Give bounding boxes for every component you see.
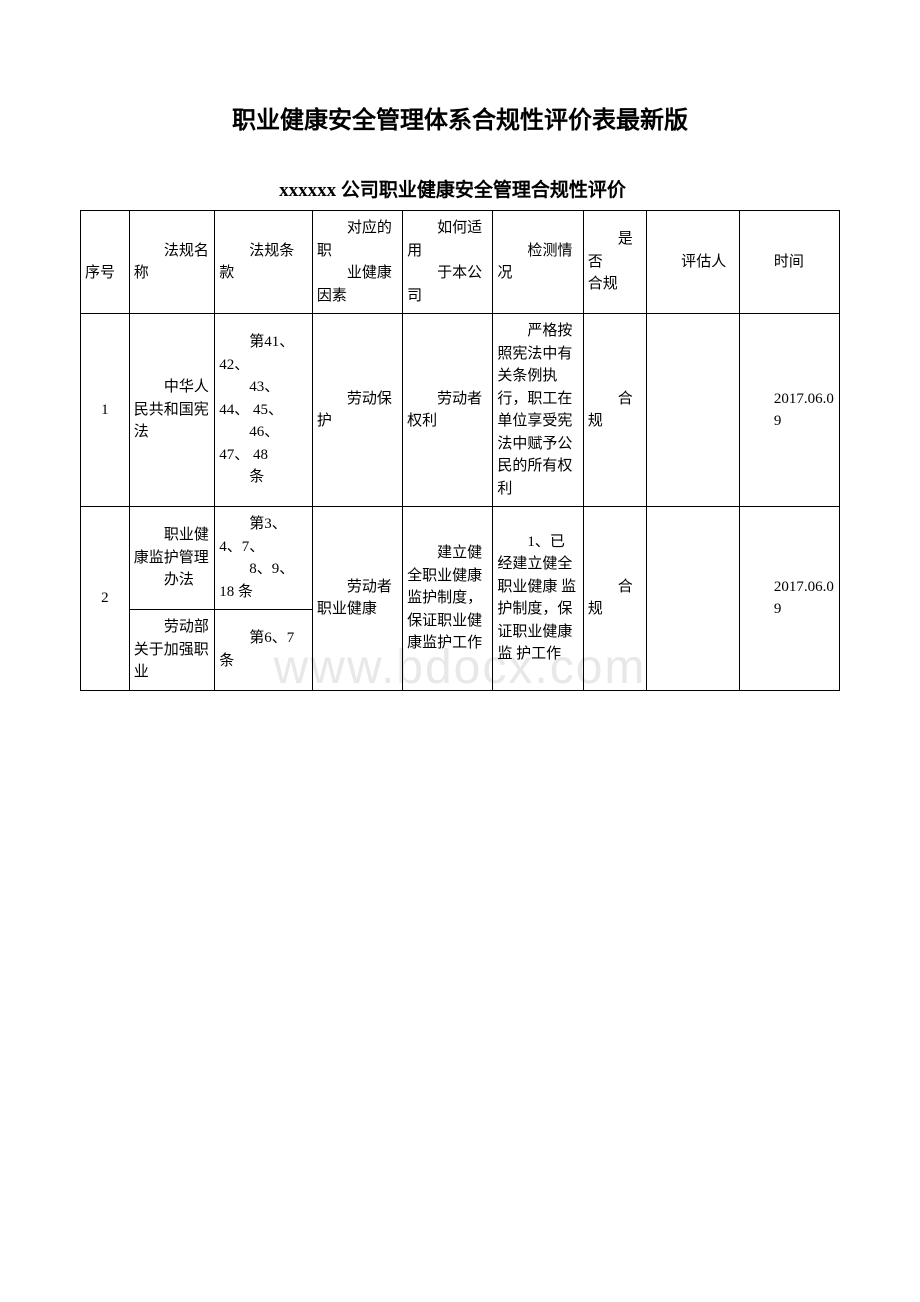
table-row: 2 职业健康监护管理 办法 第3、4、7、 8、9、18 条 劳动者职业健康 建… — [81, 507, 840, 610]
cell-apply: 劳动者权利 — [403, 314, 493, 507]
cell-name: 职业健康监护管理 办法 — [129, 507, 214, 610]
compliance-table: 序号 法规名称 法规条款 对应的职 业健康因素 如何适用 于本公司 检测情况 是… — [80, 210, 840, 691]
cell-clause: 第6、7条 — [215, 610, 313, 691]
cell-factor: 劳动者职业健康 — [312, 507, 402, 691]
header-time: 时间 — [739, 211, 839, 314]
header-assessor: 评估人 — [647, 211, 740, 314]
cell-compliant: 合规 — [583, 314, 646, 507]
cell-name: 劳动部关于加强职业 — [129, 610, 214, 691]
header-name: 法规名称 — [129, 211, 214, 314]
header-check: 检测情况 — [493, 211, 583, 314]
cell-check: 1、已经建立健全职业健康 监护制度，保证职业健康监 护工作 — [493, 507, 583, 691]
header-apply: 如何适用 于本公司 — [403, 211, 493, 314]
cell-seq: 2 — [81, 507, 130, 691]
cell-time: 2017.06.0 9 — [739, 314, 839, 507]
cell-name: 中华人民共和国宪法 — [129, 314, 214, 507]
main-title: 职业健康安全管理体系合规性评价表最新版 — [80, 100, 840, 135]
cell-time: 2017.06.0 9 — [739, 507, 839, 691]
cell-clause: 第3、4、7、 8、9、18 条 — [215, 507, 313, 610]
header-factor: 对应的职 业健康因素 — [312, 211, 402, 314]
cell-assessor — [647, 507, 740, 691]
cell-seq: 1 — [81, 314, 130, 507]
cell-assessor — [647, 314, 740, 507]
cell-compliant: 合规 — [583, 507, 646, 691]
cell-apply: 建立健全职业健康监护制度，保证职业健康监护工作 — [403, 507, 493, 691]
sub-title: xxxxxx 公司职业健康安全管理合规性评价 — [80, 175, 840, 202]
cell-factor: 劳动保护 — [312, 314, 402, 507]
table-row: 1 中华人民共和国宪法 第41、42、 43、 44、 45、 46、 47、 … — [81, 314, 840, 507]
table-header-row: 序号 法规名称 法规条款 对应的职 业健康因素 如何适用 于本公司 检测情况 是… — [81, 211, 840, 314]
header-seq: 序号 — [81, 211, 130, 314]
cell-check: 严格按照宪法中有关条例执行，职工在单位享受宪法中赋予公民的所有权利 — [493, 314, 583, 507]
header-compliant: 是否 合规 — [583, 211, 646, 314]
header-clause: 法规条款 — [215, 211, 313, 314]
cell-clause: 第41、42、 43、 44、 45、 46、 47、 48 条 — [215, 314, 313, 507]
